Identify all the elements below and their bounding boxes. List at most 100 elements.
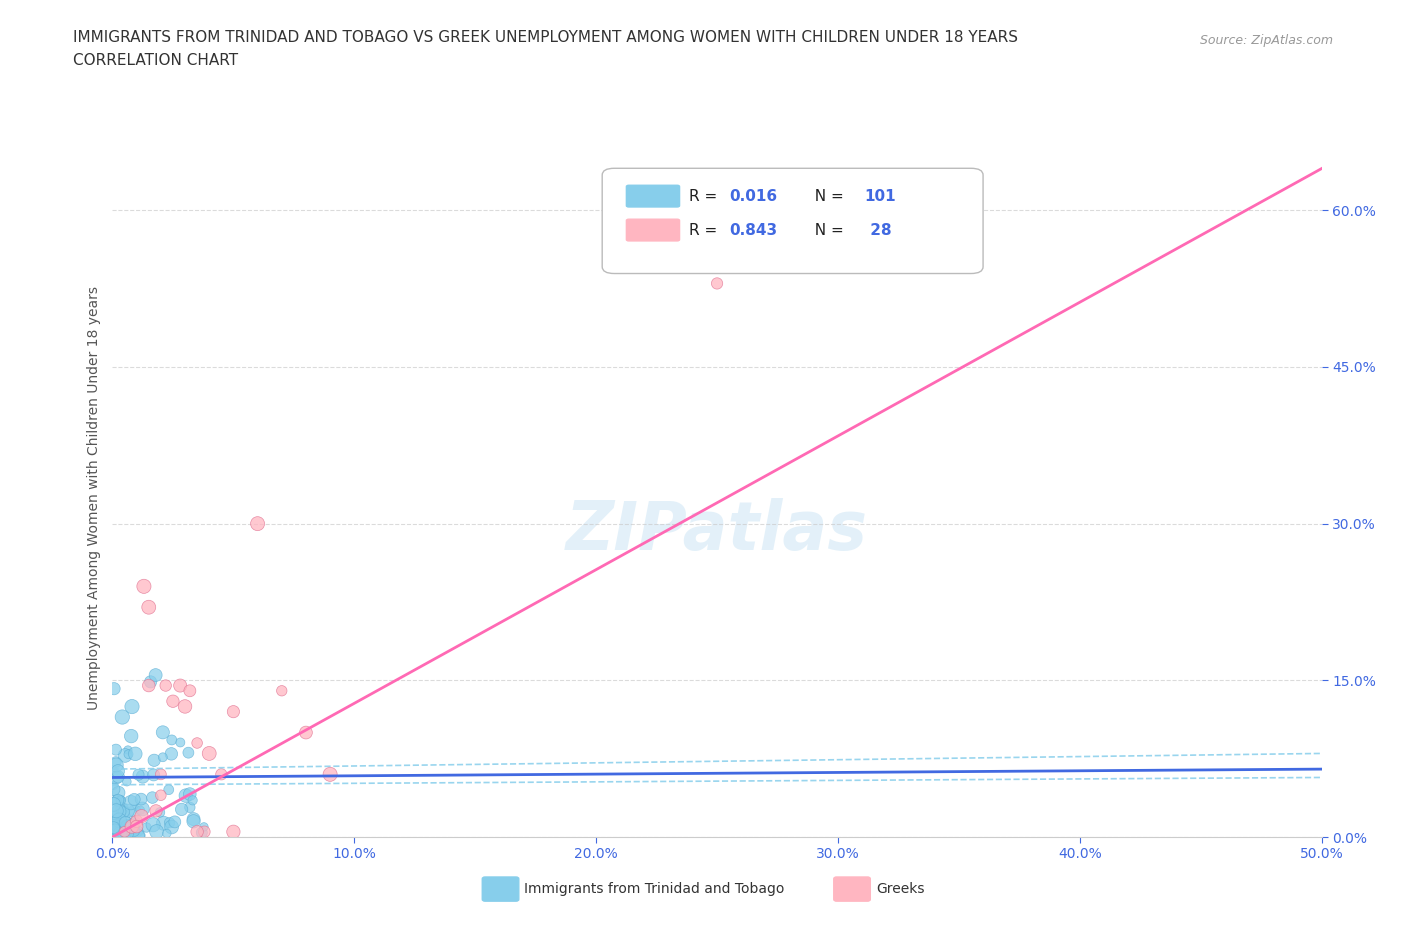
Point (108, 826, 131, 841)
Point (122, 792, 145, 807)
Point (107, 825, 129, 840)
Point (193, 824, 215, 839)
Point (209, 767, 232, 782)
Text: 0.016: 0.016 (730, 189, 778, 204)
Point (179, 787, 201, 802)
Point (114, 829, 136, 844)
Point (111, 809, 134, 824)
Point (198, 746, 221, 761)
Point (105, 758, 128, 773)
Point (107, 764, 129, 778)
Point (115, 817, 138, 832)
FancyBboxPatch shape (602, 168, 983, 273)
Point (121, 699, 143, 714)
Text: R =: R = (689, 189, 723, 204)
Point (125, 819, 148, 834)
Point (103, 820, 125, 835)
Point (117, 827, 139, 842)
Point (152, 724, 174, 739)
Point (120, 728, 142, 743)
Point (114, 828, 136, 843)
Point (120, 818, 142, 833)
Point (138, 678, 160, 693)
Point (142, 767, 165, 782)
Point (129, 828, 152, 843)
Point (179, 684, 201, 698)
Point (169, 678, 191, 693)
Point (149, 805, 172, 820)
Point (155, 678, 177, 693)
Point (129, 791, 152, 806)
Point (110, 793, 132, 808)
Text: ZIPatlas: ZIPatlas (567, 498, 868, 565)
Point (174, 699, 197, 714)
Point (117, 804, 139, 818)
Text: Source: ZipAtlas.com: Source: ZipAtlas.com (1199, 34, 1333, 47)
Point (163, 815, 186, 830)
Text: N =: N = (806, 189, 849, 204)
Point (174, 789, 197, 804)
Point (103, 810, 125, 825)
Point (117, 820, 139, 835)
Point (193, 819, 215, 834)
Point (143, 753, 166, 768)
Point (115, 775, 138, 790)
Point (124, 747, 146, 762)
Point (111, 802, 134, 817)
Point (129, 803, 152, 817)
Point (105, 819, 128, 834)
Point (183, 812, 205, 827)
Point (105, 804, 128, 818)
Point (222, 704, 245, 719)
Point (104, 819, 127, 834)
Point (108, 820, 131, 835)
Point (177, 745, 200, 760)
Point (124, 815, 146, 830)
Point (131, 809, 153, 824)
Point (114, 816, 136, 830)
Point (103, 682, 125, 697)
Point (139, 674, 162, 689)
Text: Immigrants from Trinidad and Tobago: Immigrants from Trinidad and Tobago (524, 882, 785, 897)
Point (295, 725, 318, 740)
Point (706, 276, 728, 291)
Point (152, 816, 174, 830)
Text: IMMIGRANTS FROM TRINIDAD AND TOBAGO VS GREEK UNEMPLOYMENT AMONG WOMEN WITH CHILD: IMMIGRANTS FROM TRINIDAD AND TOBAGO VS G… (73, 30, 1018, 45)
Point (104, 754, 127, 769)
Point (170, 802, 193, 817)
Point (160, 733, 183, 748)
Point (160, 747, 183, 762)
Point (121, 819, 143, 834)
Point (107, 793, 129, 808)
Point (105, 793, 128, 808)
Text: CORRELATION CHART: CORRELATION CHART (73, 53, 238, 68)
Point (117, 742, 139, 757)
Point (122, 822, 145, 837)
Point (183, 814, 205, 829)
Point (152, 750, 174, 764)
Point (157, 782, 180, 797)
Point (131, 802, 153, 817)
Point (132, 769, 155, 784)
Point (114, 748, 136, 763)
Point (145, 668, 167, 683)
Point (132, 578, 155, 593)
Point (149, 788, 172, 803)
Text: 0.843: 0.843 (730, 222, 778, 237)
Text: Greeks: Greeks (876, 882, 924, 897)
Point (181, 793, 204, 808)
Point (117, 819, 139, 834)
FancyBboxPatch shape (626, 219, 679, 241)
Text: 28: 28 (865, 222, 891, 237)
Point (124, 804, 146, 818)
Point (103, 797, 125, 812)
Point (108, 813, 131, 828)
Point (186, 824, 208, 839)
Point (319, 767, 342, 782)
Point (104, 819, 127, 834)
Point (179, 800, 201, 815)
Point (107, 785, 129, 800)
Point (145, 804, 167, 818)
Point (246, 516, 269, 531)
Point (104, 770, 127, 785)
